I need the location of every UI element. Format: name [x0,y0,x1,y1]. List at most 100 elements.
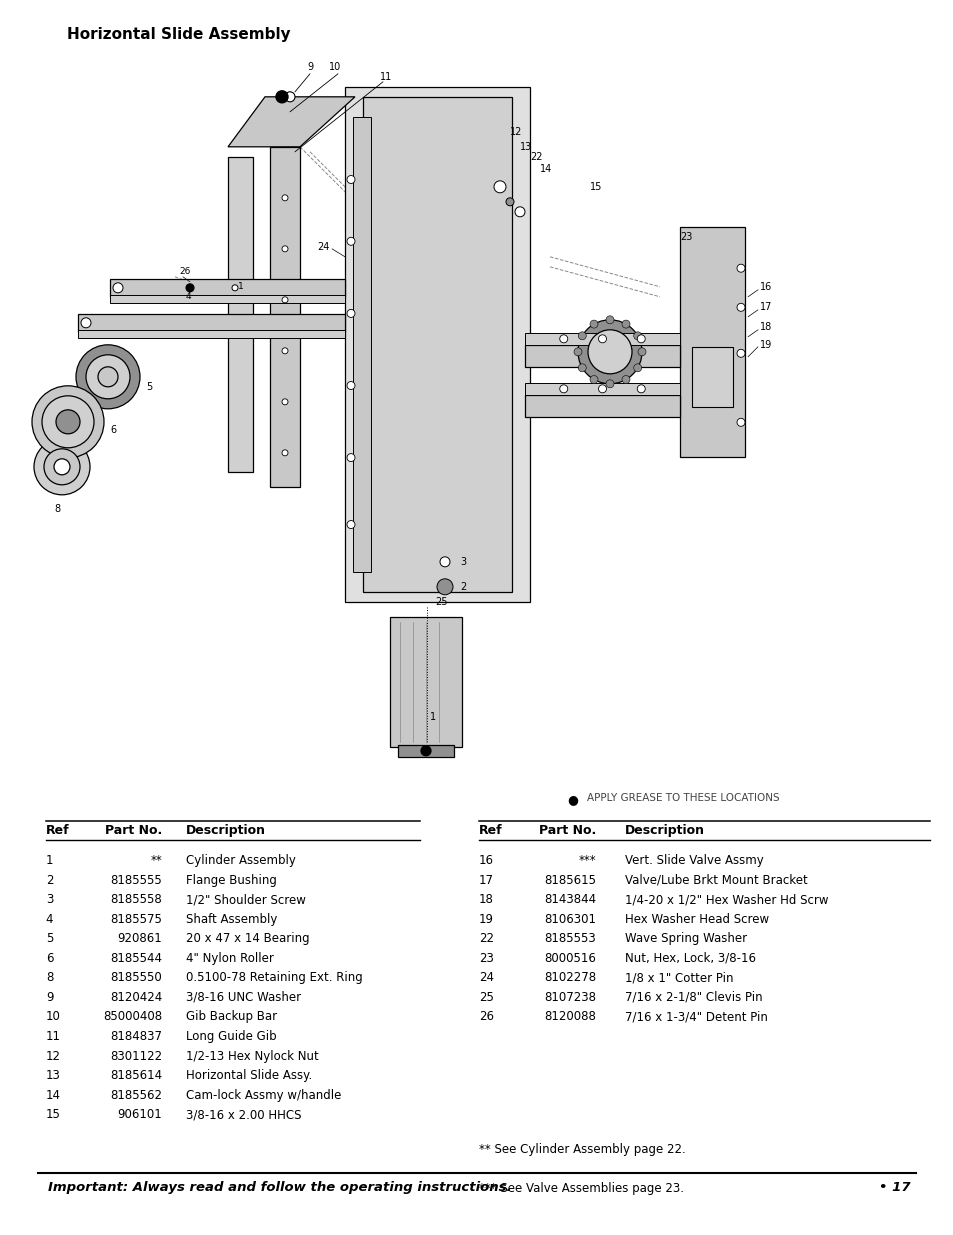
Text: 8185555: 8185555 [111,874,162,887]
Circle shape [574,348,581,356]
Text: 8120088: 8120088 [544,1010,596,1024]
Text: Horizontal Slide Assy.: Horizontal Slide Assy. [186,1070,312,1082]
Text: 920861: 920861 [117,932,162,946]
Circle shape [282,450,288,456]
Circle shape [637,335,644,343]
Circle shape [578,320,641,384]
Text: 7/16 x 1-3/4" Detent Pin: 7/16 x 1-3/4" Detent Pin [624,1010,767,1024]
Circle shape [638,348,645,356]
Circle shape [559,335,567,343]
Circle shape [347,310,355,317]
Text: *** See Valve Assemblies page 23.: *** See Valve Assemblies page 23. [478,1182,683,1194]
Text: 2: 2 [459,582,466,592]
Text: 12: 12 [46,1050,61,1062]
Text: 25: 25 [478,990,494,1004]
Text: Gib Backup Bar: Gib Backup Bar [186,1010,277,1024]
Circle shape [81,317,91,327]
Text: 12: 12 [510,127,522,137]
Text: 1: 1 [237,283,244,291]
Text: 22: 22 [530,152,542,162]
Circle shape [112,283,123,293]
Text: 13: 13 [519,142,532,152]
Text: 3: 3 [459,557,466,567]
Circle shape [347,521,355,529]
Text: 4: 4 [186,293,192,301]
Text: 10: 10 [329,62,341,72]
Text: Nut, Hex, Lock, 3/8-16: Nut, Hex, Lock, 3/8-16 [624,952,755,965]
Text: 16: 16 [478,855,494,867]
Text: 3/8-16 x 2.00 HHCS: 3/8-16 x 2.00 HHCS [186,1108,301,1121]
Text: 25: 25 [435,597,447,606]
Bar [78,314,345,332]
Text: Ref: Ref [478,824,502,837]
Text: Valve/Lube Brkt Mount Bracket: Valve/Lube Brkt Mount Bracket [624,874,807,887]
Text: 11: 11 [46,1030,61,1044]
Text: 8120424: 8120424 [110,990,162,1004]
Circle shape [589,320,598,329]
Text: 8185553: 8185553 [544,932,596,946]
Text: 24: 24 [317,242,330,252]
Text: 1/2" Shoulder Screw: 1/2" Shoulder Screw [186,893,306,906]
Text: Long Guide Gib: Long Guide Gib [186,1030,276,1044]
Text: 1: 1 [430,711,436,721]
Text: ●: ● [567,793,578,806]
Bar [353,117,371,572]
Text: 22: 22 [478,932,494,946]
Text: Part No.: Part No. [105,824,162,837]
Text: 14: 14 [46,1088,61,1102]
Circle shape [737,419,744,426]
Circle shape [282,399,288,405]
Text: 18: 18 [760,322,771,332]
Text: 19: 19 [760,340,771,350]
Text: 8185544: 8185544 [110,952,162,965]
Text: 8184837: 8184837 [110,1030,162,1044]
Text: 4: 4 [46,913,53,926]
Text: 23: 23 [478,952,494,965]
Text: 8: 8 [46,972,53,984]
Circle shape [439,557,450,567]
Text: Flange Bushing: Flange Bushing [186,874,276,887]
Bar [228,157,253,472]
Text: 5: 5 [146,382,152,391]
Circle shape [494,180,505,193]
Text: Wave Spring Washer: Wave Spring Washer [624,932,746,946]
Text: 13: 13 [46,1070,61,1082]
Circle shape [578,332,586,340]
Text: 3: 3 [46,893,53,906]
Text: 3/8-16 UNC Washer: 3/8-16 UNC Washer [186,990,301,1004]
Circle shape [347,237,355,246]
Circle shape [282,246,288,252]
Text: Vert. Slide Valve Assmy: Vert. Slide Valve Assmy [624,855,762,867]
Circle shape [436,579,453,595]
Bar [345,86,530,601]
Circle shape [633,332,641,340]
Circle shape [505,198,514,206]
Circle shape [56,410,80,433]
Circle shape [621,320,629,329]
Bar [524,383,679,395]
Bar [524,345,679,367]
Bar [524,395,679,417]
Text: 8185550: 8185550 [111,972,162,984]
Text: 18: 18 [478,893,494,906]
Text: Description: Description [624,824,704,837]
Bar [524,332,679,345]
Circle shape [32,385,104,458]
Text: 10: 10 [46,1010,61,1024]
Circle shape [282,195,288,201]
Text: 9: 9 [46,990,53,1004]
Circle shape [98,367,118,387]
Text: Part No.: Part No. [538,824,596,837]
Text: 8185614: 8185614 [110,1070,162,1082]
Circle shape [559,385,567,393]
Circle shape [86,354,130,399]
Text: Cylinder Assembly: Cylinder Assembly [186,855,295,867]
Bar [691,347,732,406]
Circle shape [275,91,288,103]
Text: 5: 5 [46,932,53,946]
Circle shape [282,296,288,303]
Text: 8143844: 8143844 [543,893,596,906]
Circle shape [737,264,744,272]
Text: 7/16 x 2-1/8" Clevis Pin: 7/16 x 2-1/8" Clevis Pin [624,990,761,1004]
Bar [679,227,744,457]
